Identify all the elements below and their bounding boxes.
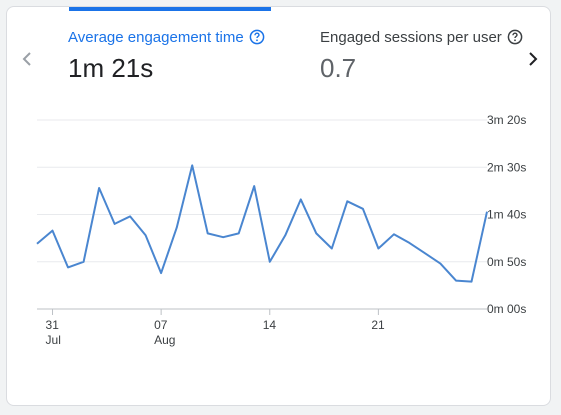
y-tick-label: 1m 40s bbox=[487, 208, 526, 222]
data-point bbox=[408, 242, 410, 244]
data-point bbox=[83, 261, 85, 263]
data-point bbox=[346, 200, 348, 202]
data-point bbox=[377, 248, 379, 250]
data-point bbox=[393, 233, 395, 235]
metric-label: Engaged sessions per user bbox=[320, 27, 523, 47]
data-point bbox=[315, 232, 317, 234]
series-line bbox=[36, 164, 488, 283]
metric-label-text: Engaged sessions per user bbox=[320, 28, 502, 46]
x-tick-label: 14 bbox=[263, 318, 277, 332]
engagement-card: Average engagement time 1m 21s Engaged s… bbox=[6, 6, 551, 406]
data-point bbox=[362, 208, 364, 210]
metric-label: Average engagement time bbox=[68, 27, 265, 47]
data-point bbox=[114, 223, 116, 225]
data-point bbox=[269, 261, 271, 263]
data-point bbox=[238, 232, 240, 234]
data-point bbox=[300, 198, 302, 200]
chevron-left-icon bbox=[22, 52, 31, 66]
data-point bbox=[331, 248, 333, 250]
data-point bbox=[52, 230, 54, 232]
data-point bbox=[455, 280, 457, 282]
x-tick-sublabel: Aug bbox=[154, 333, 175, 347]
metric-value: 0.7 bbox=[320, 53, 357, 83]
x-tick-label: 31 bbox=[46, 318, 60, 332]
data-point bbox=[145, 234, 147, 236]
chevron-right-icon bbox=[529, 52, 538, 66]
y-tick-label: 0m 00s bbox=[487, 302, 526, 316]
data-point bbox=[284, 234, 286, 236]
help-circle-icon[interactable] bbox=[249, 29, 265, 45]
help-circle-icon[interactable] bbox=[507, 29, 523, 45]
next-metric-button[interactable] bbox=[521, 47, 545, 71]
data-point bbox=[486, 211, 488, 213]
data-point bbox=[129, 215, 131, 217]
y-tick-label: 0m 50s bbox=[487, 255, 526, 269]
data-point bbox=[424, 252, 426, 254]
data-point bbox=[176, 227, 178, 229]
data-point bbox=[207, 232, 209, 234]
tab-engaged-sessions-per-user[interactable]: Engaged sessions per user 0.7 bbox=[320, 27, 523, 84]
metric-value: 1m 21s bbox=[68, 53, 154, 83]
x-tick-label: 21 bbox=[371, 318, 385, 332]
y-tick-label: 2m 30s bbox=[487, 160, 526, 174]
data-point bbox=[67, 266, 69, 268]
data-point bbox=[36, 243, 38, 245]
data-point bbox=[160, 272, 162, 274]
data-point bbox=[253, 185, 255, 187]
x-tick-label: 07 bbox=[154, 318, 168, 332]
data-point bbox=[222, 236, 224, 238]
y-tick-label: 3m 20s bbox=[487, 113, 526, 127]
data-point bbox=[470, 281, 472, 283]
data-point bbox=[98, 187, 100, 189]
x-tick-sublabel: Jul bbox=[46, 333, 61, 347]
tab-average-engagement-time[interactable]: Average engagement time 1m 21s bbox=[68, 27, 265, 84]
active-tab-indicator bbox=[69, 7, 271, 11]
metric-label-text: Average engagement time bbox=[68, 28, 244, 46]
data-point bbox=[439, 263, 441, 265]
data-point bbox=[191, 164, 193, 166]
previous-metric-button[interactable] bbox=[15, 47, 39, 71]
